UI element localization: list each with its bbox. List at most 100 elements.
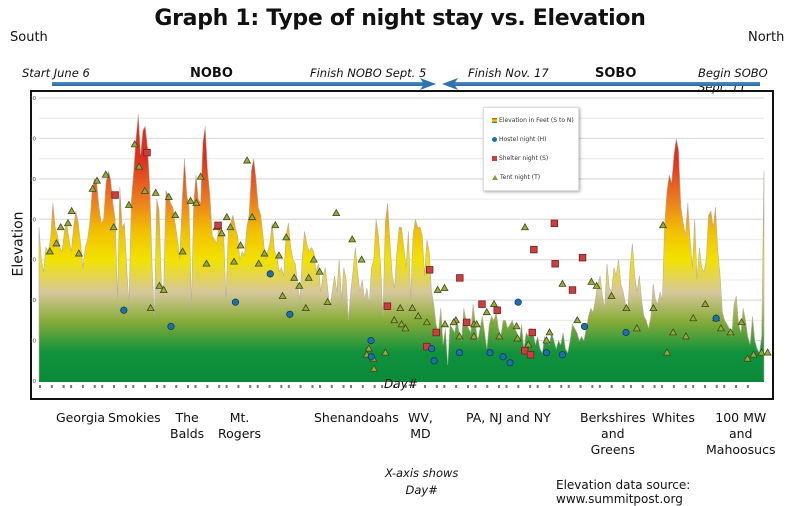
y-tick-label: 7000 bbox=[30, 96, 36, 102]
x-tick-label bbox=[560, 385, 563, 388]
x-tick-label bbox=[498, 385, 501, 388]
x-tick-label bbox=[661, 385, 664, 388]
tent-night-marker bbox=[248, 212, 257, 221]
region-label: Shenandoahs bbox=[314, 410, 399, 426]
tent-night-marker bbox=[545, 328, 554, 336]
nobo-arrowhead bbox=[420, 78, 436, 90]
shelter-night-marker bbox=[111, 191, 119, 199]
tent-night-marker bbox=[520, 222, 530, 231]
x-tick-label bbox=[268, 385, 271, 388]
tent-night-marker bbox=[455, 332, 464, 340]
x-tick-label bbox=[249, 385, 252, 388]
tent-night-marker bbox=[101, 170, 110, 178]
region-label: Mt. Rogers bbox=[218, 410, 261, 442]
tent-night-marker bbox=[67, 206, 76, 214]
x-tick-label bbox=[361, 385, 364, 388]
tent-night-marker bbox=[749, 350, 758, 358]
tent-night-marker bbox=[332, 208, 341, 217]
hostel-night-marker bbox=[580, 322, 589, 331]
x-tick-label bbox=[155, 385, 158, 388]
tent-night-marker bbox=[542, 336, 551, 344]
tent-night-marker bbox=[357, 255, 366, 263]
tent-night-marker bbox=[164, 192, 173, 200]
x-tick-label bbox=[342, 385, 345, 388]
tent-night-marker bbox=[109, 222, 118, 231]
x-tick-label bbox=[330, 385, 333, 388]
data-source-note: Elevation data source: www.summitpost.or… bbox=[556, 478, 691, 506]
region-label-line: Whites bbox=[652, 410, 695, 425]
tent-night-marker bbox=[726, 328, 735, 336]
legend-item-tent: Tent night (T) bbox=[492, 174, 540, 181]
tent-night-marker bbox=[315, 267, 324, 275]
tent-night-marker bbox=[196, 172, 205, 180]
elevation-swatch bbox=[492, 118, 497, 123]
hostel-night-marker bbox=[367, 353, 375, 361]
xaxis-note-line1: X-axis shows bbox=[385, 466, 459, 480]
tent-night-marker bbox=[92, 176, 102, 184]
hostel-night-marker bbox=[455, 349, 464, 357]
shelter-night-marker bbox=[383, 302, 392, 310]
sobo-label: SOBO bbox=[595, 66, 637, 81]
tent-night-marker bbox=[408, 303, 417, 312]
x-tick-label bbox=[81, 385, 84, 388]
tent-night-marker bbox=[607, 291, 616, 299]
x-tick-label bbox=[746, 385, 749, 388]
legend-label: Elevation in Feet (S to N) bbox=[499, 117, 574, 124]
region-label-line: and bbox=[601, 426, 625, 441]
tent-night-marker bbox=[290, 273, 299, 281]
tent-night-marker bbox=[124, 200, 133, 208]
hostel-night-marker bbox=[514, 298, 522, 306]
tent-night-marker bbox=[681, 332, 691, 340]
x-tick-label bbox=[62, 385, 65, 388]
region-label: Berkshires and Greens bbox=[580, 410, 646, 458]
tent-night-marker bbox=[716, 324, 726, 332]
y-tick-label: 3000 bbox=[30, 258, 36, 264]
tent-night-marker bbox=[469, 332, 478, 340]
tent-night-marker bbox=[369, 364, 379, 372]
hostel-night-marker bbox=[367, 336, 375, 345]
x-tick-label bbox=[486, 385, 489, 388]
y-tick-label: 4000 bbox=[30, 217, 36, 223]
tent-night-marker bbox=[512, 322, 521, 330]
x-tick-label bbox=[703, 385, 706, 388]
tent-night-marker bbox=[56, 222, 65, 231]
hostel-night-marker bbox=[558, 351, 567, 359]
x-tick-label bbox=[412, 385, 415, 388]
x-tick-label bbox=[723, 385, 726, 388]
direction-arrows bbox=[52, 78, 760, 90]
x-tick-label bbox=[93, 385, 96, 388]
tent-night-marker bbox=[140, 186, 149, 194]
x-tick-label bbox=[318, 385, 321, 388]
sobo-arrow bbox=[442, 78, 760, 90]
x-tick-label bbox=[175, 385, 178, 388]
hostel-night-marker bbox=[622, 328, 630, 337]
x-tick-label bbox=[101, 385, 104, 388]
tent-night-marker bbox=[622, 303, 631, 312]
tent-night-marker bbox=[202, 259, 211, 267]
x-tick-label bbox=[113, 385, 116, 388]
hostel-night-marker bbox=[499, 353, 507, 361]
tent-night-marker bbox=[662, 348, 672, 356]
x-tick-label bbox=[579, 385, 582, 388]
chart-legend: Elevation in Feet (S to N) Hostel night … bbox=[483, 107, 579, 191]
tent-night-marker bbox=[701, 299, 710, 307]
tent-night-marker bbox=[192, 198, 201, 206]
tent-night-marker bbox=[495, 332, 504, 340]
region-label-line: WV, bbox=[408, 410, 433, 425]
shelter-night-marker bbox=[425, 266, 434, 274]
x-tick-label bbox=[567, 385, 570, 388]
tent-night-marker bbox=[632, 324, 641, 332]
tent-night-marker bbox=[482, 307, 491, 316]
tent-night-marker bbox=[440, 283, 449, 291]
tent-night-marker bbox=[323, 297, 332, 305]
x-tick-label bbox=[206, 385, 209, 388]
x-tick-label bbox=[466, 385, 469, 388]
x-tick-label bbox=[144, 385, 147, 388]
x-tick-label bbox=[653, 385, 656, 388]
tent-night-marker bbox=[226, 222, 235, 231]
legend-item-elevation: Elevation in Feet (S to N) bbox=[492, 117, 574, 124]
x-tick-label bbox=[474, 385, 477, 388]
tent-night-marker bbox=[558, 279, 567, 287]
x-tick-label bbox=[505, 385, 508, 388]
tent-night-marker bbox=[146, 303, 155, 312]
